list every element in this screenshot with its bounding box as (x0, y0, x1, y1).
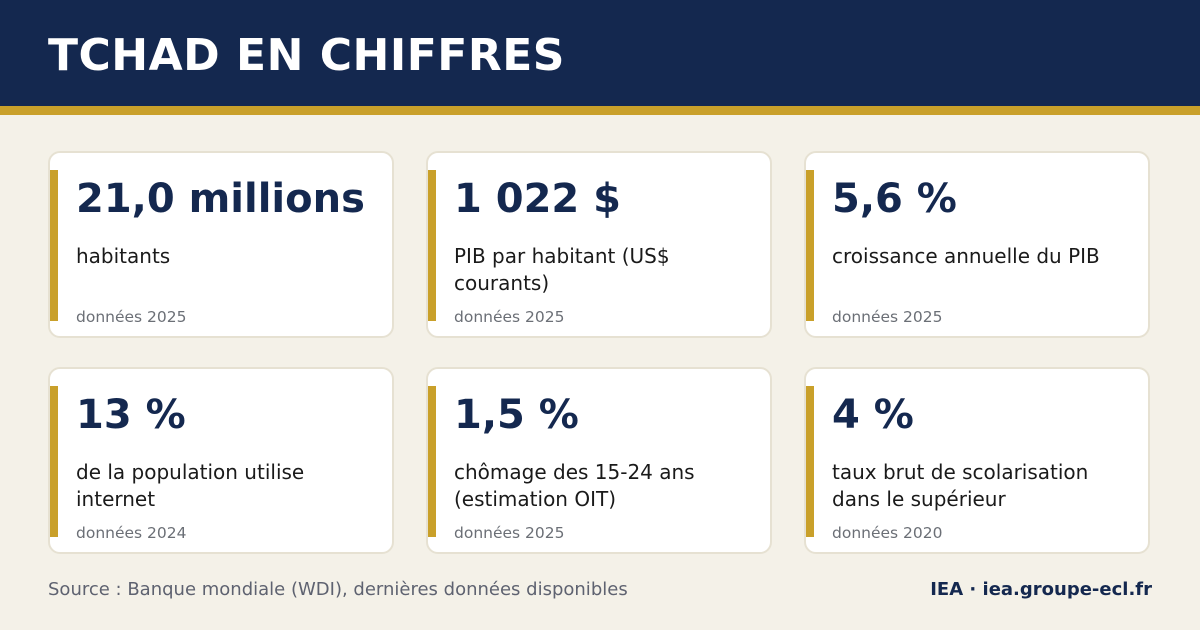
stat-value: 1,5 % (454, 392, 579, 438)
stat-value: 13 % (76, 392, 186, 438)
stat-year: données 2020 (832, 524, 943, 542)
stat-card-youth-unemployment: 1,5 % chômage des 15-24 ans (estimation … (426, 367, 772, 554)
page-title: TCHAD EN CHIFFRES (48, 30, 565, 81)
card-accent-bar (806, 170, 814, 321)
stat-value: 4 % (832, 392, 914, 438)
stat-label: de la population utilise internet (76, 460, 305, 511)
stat-year: données 2025 (832, 308, 943, 326)
stat-label: habitants (76, 244, 171, 268)
stat-year: données 2025 (454, 308, 565, 326)
stat-card-population: 21,0 millions habitants données 2025 (48, 151, 394, 338)
stats-grid: 21,0 millions habitants données 2025 1 0… (48, 151, 1152, 556)
stat-label: croissance annuelle du PIB (832, 244, 1100, 268)
stat-card-internet-use: 13 % de la population utilise internet d… (48, 367, 394, 554)
stat-label: PIB par habitant (US$ courants) (454, 244, 670, 295)
stat-value: 1 022 $ (454, 176, 622, 222)
card-accent-bar (806, 386, 814, 537)
stat-value: 21,0 millions (76, 176, 365, 222)
header-accent-band (0, 106, 1200, 115)
card-accent-bar (50, 170, 58, 321)
stat-year: données 2025 (454, 524, 565, 542)
card-accent-bar (428, 386, 436, 537)
header-banner: TCHAD EN CHIFFRES (0, 0, 1200, 106)
stat-label: taux brut de scolarisation dans le supér… (832, 460, 1089, 511)
source-note: Source : Banque mondiale (WDI), dernière… (48, 579, 628, 600)
brand-link[interactable]: IEA · iea.groupe-ecl.fr (930, 579, 1152, 600)
card-accent-bar (428, 170, 436, 321)
stat-value: 5,6 % (832, 176, 957, 222)
stat-year: données 2025 (76, 308, 187, 326)
stat-year: données 2024 (76, 524, 187, 542)
stat-card-gdp-growth: 5,6 % croissance annuelle du PIB données… (804, 151, 1150, 338)
stat-label: chômage des 15-24 ans (estimation OIT) (454, 460, 695, 511)
stat-card-tertiary-enrollment: 4 % taux brut de scolarisation dans le s… (804, 367, 1150, 554)
card-accent-bar (50, 386, 58, 537)
stat-card-gdp-per-capita: 1 022 $ PIB par habitant (US$ courants) … (426, 151, 772, 338)
